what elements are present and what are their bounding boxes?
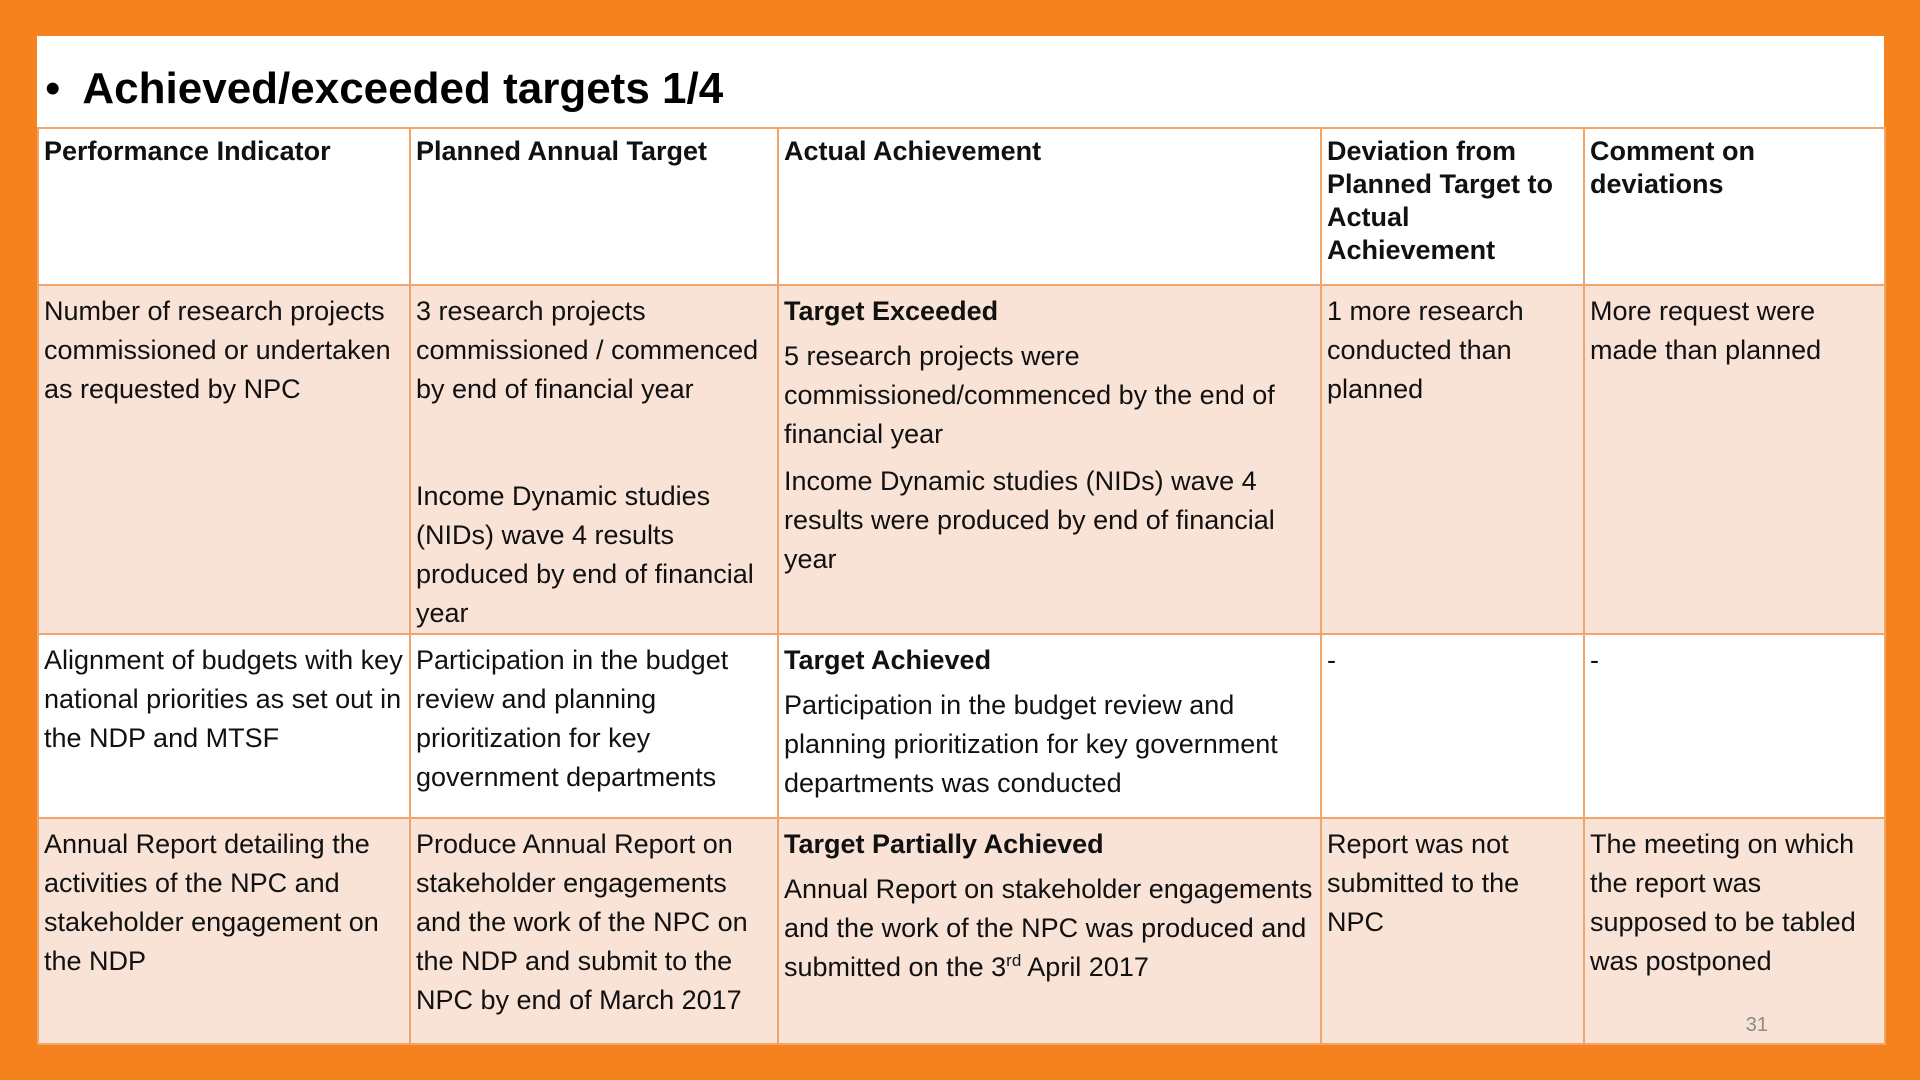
- table-row: Alignment of budgets with key national p…: [37, 633, 1886, 819]
- cell-planned: Produce Annual Report on stakeholder eng…: [409, 817, 779, 1045]
- slide: • Achieved/exceeded targets 1/4 Performan…: [37, 36, 1886, 1045]
- header-actual-achievement: Actual Achievement: [777, 127, 1322, 286]
- header-comment: Comment on deviations: [1583, 127, 1886, 286]
- cell-deviation: 1 more research conducted than planned: [1320, 284, 1585, 635]
- planned-text: Income Dynamic studies (NIDs) wave 4 res…: [416, 481, 754, 628]
- planned-text: 3 research projects commissioned / comme…: [416, 296, 759, 404]
- table-header-row: Performance Indicator Planned Annual Tar…: [37, 127, 1886, 286]
- actual-text: Income Dynamic studies (NIDs) wave 4 res…: [784, 466, 1275, 574]
- cell-indicator: Annual Report detailing the activities o…: [37, 817, 411, 1045]
- table-row: Number of research projects commissioned…: [37, 284, 1886, 635]
- table-row: Annual Report detailing the activities o…: [37, 817, 1886, 1045]
- cell-comment: The meeting on which the report was supp…: [1583, 817, 1886, 1045]
- status-label: Target Partially Achieved: [784, 829, 1104, 859]
- actual-text: Participation in the budget review and p…: [784, 690, 1278, 798]
- slide-title: • Achieved/exceeded targets 1/4: [45, 64, 723, 114]
- cell-indicator: Number of research projects commissioned…: [37, 284, 411, 635]
- title-text: Achieved/exceeded targets 1/4: [82, 64, 724, 113]
- cell-deviation: -: [1320, 633, 1585, 819]
- cell-planned: 3 research projects commissioned / comme…: [409, 284, 779, 635]
- actual-text-date: April 2017: [1027, 952, 1149, 982]
- header-performance-indicator: Performance Indicator: [37, 127, 411, 286]
- actual-text-main: Annual Report on stakeholder engagements…: [784, 874, 1313, 982]
- actual-text: Annual Report on stakeholder engagements…: [784, 870, 1315, 987]
- ordinal-suffix: rd: [1006, 951, 1022, 970]
- header-deviation: Deviation from Planned Target to Actual …: [1320, 127, 1585, 286]
- status-label: Target Exceeded: [784, 296, 999, 326]
- header-planned-annual-target: Planned Annual Target: [409, 127, 779, 286]
- cell-actual: Target Achieved Participation in the bud…: [777, 633, 1322, 819]
- cell-comment: -: [1583, 633, 1886, 819]
- title-bullet: •: [45, 64, 61, 113]
- cell-actual: Target Partially Achieved Annual Report …: [777, 817, 1322, 1045]
- page-number: 31: [1745, 1014, 1768, 1036]
- cell-planned: Participation in the budget review and p…: [409, 633, 779, 819]
- cell-indicator: Alignment of budgets with key national p…: [37, 633, 411, 819]
- targets-table: Performance Indicator Planned Annual Tar…: [37, 127, 1886, 1045]
- cell-comment: More request were made than planned: [1583, 284, 1886, 635]
- actual-text: 5 research projects were commissioned/co…: [784, 341, 1275, 449]
- cell-actual: Target Exceeded 5 research projects were…: [777, 284, 1322, 635]
- cell-deviation: Report was not submitted to the NPC: [1320, 817, 1585, 1045]
- status-label: Target Achieved: [784, 645, 992, 675]
